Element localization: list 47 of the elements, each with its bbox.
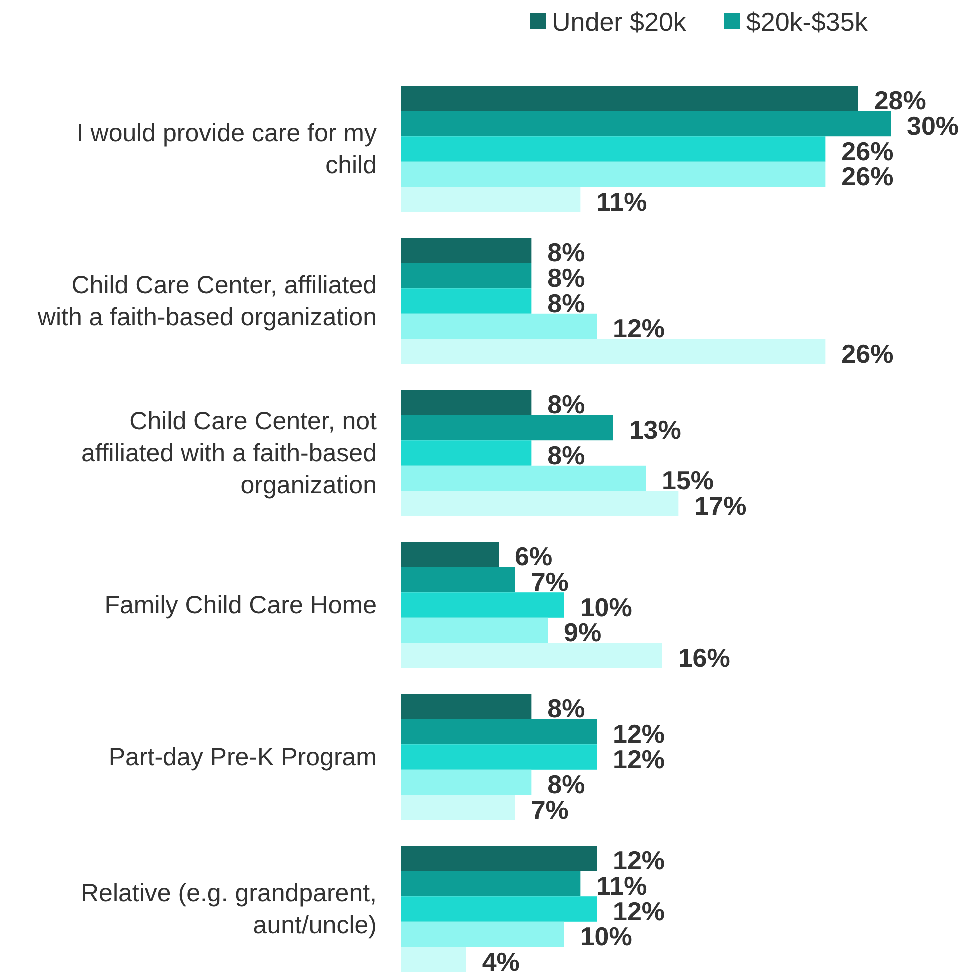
- bar: [401, 314, 597, 340]
- data-label: 13%: [629, 414, 682, 445]
- data-label: 16%: [678, 642, 730, 673]
- bar: [401, 491, 679, 516]
- bar: [401, 86, 858, 112]
- bar: [401, 922, 564, 948]
- data-label: 4%: [482, 946, 520, 976]
- y-tick-label: Family Child Care Home: [104, 591, 377, 620]
- bar: [401, 238, 532, 264]
- bar: [401, 618, 548, 644]
- bar: [401, 567, 516, 593]
- bar: [401, 339, 826, 364]
- bar: [401, 187, 581, 212]
- bar: [401, 744, 597, 770]
- bar: [401, 111, 891, 137]
- y-tick-label: Relative (e.g. grandparent, aunt/uncle): [80, 879, 377, 940]
- bar: [401, 795, 516, 820]
- data-label: 12%: [613, 314, 666, 344]
- bar: [401, 263, 532, 289]
- bar: [401, 440, 532, 466]
- bar: [401, 846, 597, 872]
- y-tick-label: Child Care Center, affiliated with a faith-based organization: [36, 271, 377, 332]
- data-label: 26%: [842, 338, 894, 369]
- bar: [401, 694, 532, 720]
- bar: [401, 162, 826, 188]
- data-label: 11%: [596, 186, 648, 217]
- bar: [401, 947, 466, 972]
- bar: [401, 542, 499, 568]
- bar: [401, 643, 662, 668]
- data-label: 8%: [548, 390, 586, 420]
- bar: [401, 896, 597, 922]
- bar: [401, 770, 532, 796]
- y-tick-label: I would provide care for my child: [76, 119, 378, 180]
- bar: [401, 136, 826, 162]
- y-tick-label: Child Care Center, not affiliated with a faith-based organization: [81, 407, 378, 500]
- y-tick-label: Part-day Pre-K Program: [108, 743, 377, 772]
- data-label: 8%: [548, 694, 586, 724]
- bar: [401, 466, 646, 492]
- legend-label: $20k-$35k: [746, 7, 869, 37]
- bar: [401, 871, 581, 897]
- bar: [401, 415, 614, 441]
- legend-label: Under $20k: [552, 7, 688, 37]
- bar: [401, 390, 532, 416]
- bar: [401, 719, 597, 745]
- bar: [401, 592, 564, 618]
- data-label: 8%: [548, 440, 586, 470]
- bar: [401, 288, 532, 314]
